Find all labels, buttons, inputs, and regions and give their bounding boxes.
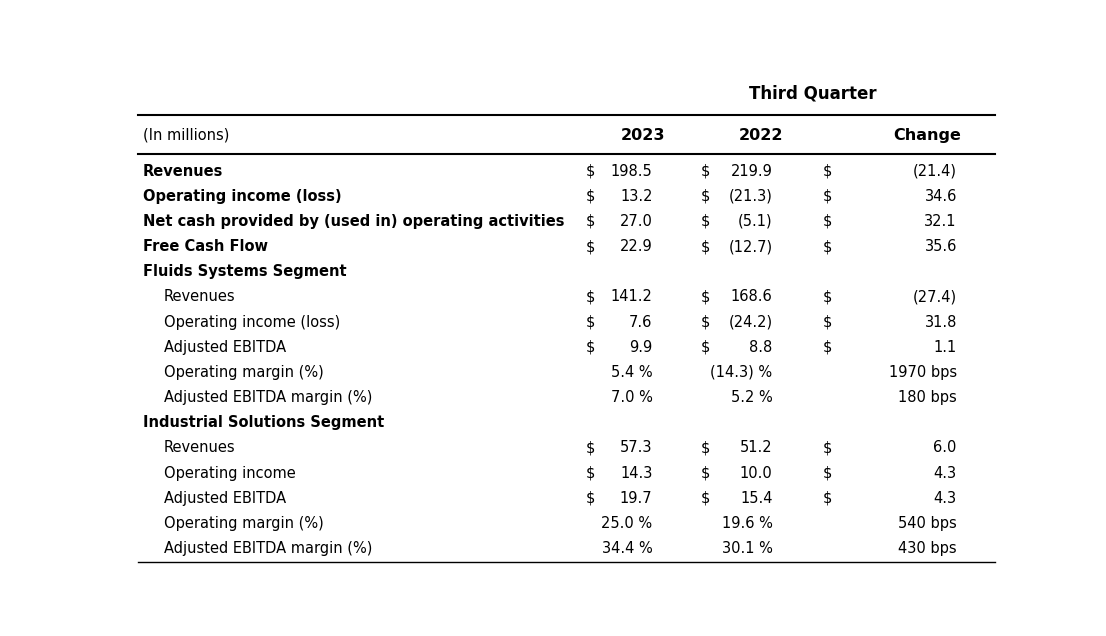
Text: $: $	[586, 340, 595, 355]
Text: 32.1: 32.1	[925, 214, 957, 229]
Text: Adjusted EBITDA margin (%): Adjusted EBITDA margin (%)	[164, 541, 373, 556]
Text: (21.4): (21.4)	[912, 163, 957, 179]
Text: $: $	[822, 466, 832, 481]
Text: $: $	[822, 440, 832, 455]
Text: 219.9: 219.9	[731, 163, 772, 179]
Text: Operating margin (%): Operating margin (%)	[164, 365, 324, 380]
Text: 430 bps: 430 bps	[898, 541, 957, 556]
Text: 15.4: 15.4	[740, 491, 772, 506]
Text: $: $	[586, 239, 595, 254]
Text: (In millions): (In millions)	[143, 128, 229, 142]
Text: Net cash provided by (used in) operating activities: Net cash provided by (used in) operating…	[143, 214, 564, 229]
Text: $: $	[586, 491, 595, 506]
Text: 141.2: 141.2	[611, 289, 653, 305]
Text: $: $	[700, 466, 710, 481]
Text: $: $	[586, 189, 595, 204]
Text: 7.6: 7.6	[629, 315, 653, 329]
Text: 540 bps: 540 bps	[898, 516, 957, 531]
Text: 2023: 2023	[620, 128, 666, 142]
Text: $: $	[586, 440, 595, 455]
Text: Operating income (loss): Operating income (loss)	[164, 315, 341, 329]
Text: Adjusted EBITDA margin (%): Adjusted EBITDA margin (%)	[164, 390, 373, 405]
Text: $: $	[822, 239, 832, 254]
Text: 180 bps: 180 bps	[898, 390, 957, 405]
Text: $: $	[586, 163, 595, 179]
Text: Operating income: Operating income	[164, 466, 295, 481]
Text: 14.3: 14.3	[620, 466, 653, 481]
Text: Revenues: Revenues	[143, 163, 223, 179]
Text: 198.5: 198.5	[611, 163, 653, 179]
Text: 57.3: 57.3	[620, 440, 653, 455]
Text: $: $	[700, 440, 710, 455]
Text: 7.0 %: 7.0 %	[611, 390, 653, 405]
Text: Fluids Systems Segment: Fluids Systems Segment	[143, 265, 346, 279]
Text: 1970 bps: 1970 bps	[889, 365, 957, 380]
Text: 51.2: 51.2	[740, 440, 772, 455]
Text: 19.6 %: 19.6 %	[722, 516, 772, 531]
Text: 4.3: 4.3	[933, 466, 957, 481]
Text: $: $	[822, 163, 832, 179]
Text: $: $	[822, 214, 832, 229]
Text: 9.9: 9.9	[629, 340, 653, 355]
Text: (27.4): (27.4)	[912, 289, 957, 305]
Text: 1.1: 1.1	[933, 340, 957, 355]
Text: 34.6: 34.6	[925, 189, 957, 204]
Text: 168.6: 168.6	[731, 289, 772, 305]
Text: Adjusted EBITDA: Adjusted EBITDA	[164, 340, 286, 355]
Text: Third Quarter: Third Quarter	[750, 85, 877, 102]
Text: $: $	[586, 214, 595, 229]
Text: Revenues: Revenues	[164, 289, 236, 305]
Text: 22.9: 22.9	[619, 239, 653, 254]
Text: $: $	[822, 315, 832, 329]
Text: (14.3) %: (14.3) %	[710, 365, 772, 380]
Text: $: $	[822, 340, 832, 355]
Text: $: $	[586, 289, 595, 305]
Text: Adjusted EBITDA: Adjusted EBITDA	[164, 491, 286, 506]
Text: (24.2): (24.2)	[729, 315, 772, 329]
Text: 30.1 %: 30.1 %	[722, 541, 772, 556]
Text: $: $	[822, 289, 832, 305]
Text: 27.0: 27.0	[619, 214, 653, 229]
Text: $: $	[586, 315, 595, 329]
Text: $: $	[700, 189, 710, 204]
Text: Operating income (loss): Operating income (loss)	[143, 189, 341, 204]
Text: 8.8: 8.8	[749, 340, 772, 355]
Text: 25.0 %: 25.0 %	[602, 516, 653, 531]
Text: $: $	[700, 214, 710, 229]
Text: (12.7): (12.7)	[729, 239, 772, 254]
Text: (5.1): (5.1)	[738, 214, 772, 229]
Text: 2022: 2022	[739, 128, 783, 142]
Text: 5.4 %: 5.4 %	[611, 365, 653, 380]
Text: Revenues: Revenues	[164, 440, 236, 455]
Text: $: $	[700, 491, 710, 506]
Text: Change: Change	[894, 128, 961, 142]
Text: $: $	[700, 239, 710, 254]
Text: 10.0: 10.0	[740, 466, 772, 481]
Text: 13.2: 13.2	[620, 189, 653, 204]
Text: 19.7: 19.7	[620, 491, 653, 506]
Text: 31.8: 31.8	[925, 315, 957, 329]
Text: $: $	[822, 189, 832, 204]
Text: 35.6: 35.6	[925, 239, 957, 254]
Text: $: $	[822, 491, 832, 506]
Text: $: $	[700, 340, 710, 355]
Text: Operating margin (%): Operating margin (%)	[164, 516, 324, 531]
Text: $: $	[700, 289, 710, 305]
Text: 4.3: 4.3	[933, 491, 957, 506]
Text: 5.2 %: 5.2 %	[731, 390, 772, 405]
Text: $: $	[586, 466, 595, 481]
Text: Free Cash Flow: Free Cash Flow	[143, 239, 268, 254]
Text: 6.0: 6.0	[933, 440, 957, 455]
Text: $: $	[700, 163, 710, 179]
Text: Industrial Solutions Segment: Industrial Solutions Segment	[143, 415, 384, 431]
Text: (21.3): (21.3)	[729, 189, 772, 204]
Text: 34.4 %: 34.4 %	[602, 541, 653, 556]
Text: $: $	[700, 315, 710, 329]
